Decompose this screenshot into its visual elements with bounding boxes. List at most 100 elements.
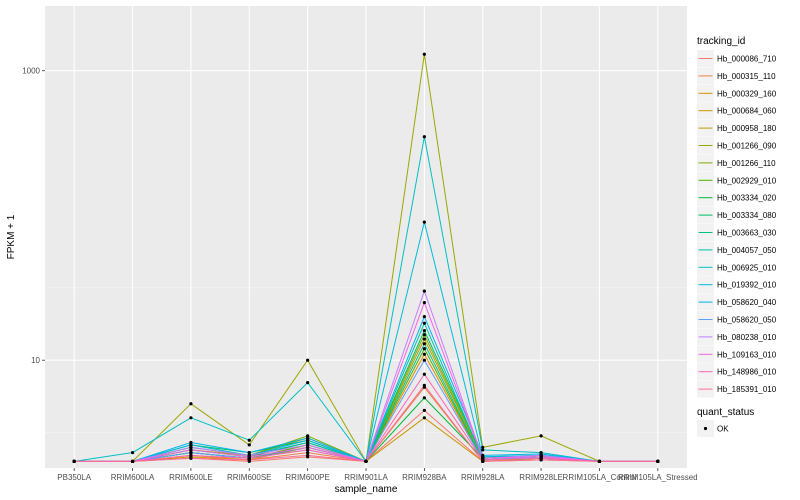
data-point: [306, 358, 310, 362]
legend-label: Hb_001266_090: [717, 142, 777, 151]
data-point: [481, 459, 485, 463]
data-point: [422, 289, 426, 293]
data-point: [656, 459, 660, 463]
legend-label: Hb_185391_010: [717, 385, 777, 394]
x-tick-label: RRIM600PE: [285, 473, 329, 482]
legend-label: Hb_109163_010: [717, 350, 777, 359]
x-axis: PB350LA RRIM600LA RRIM600LE RRIM600SE RRIM60…: [57, 468, 698, 482]
x-tick-label: RRIM600LE: [169, 473, 213, 482]
data-point: [130, 450, 135, 455]
legend-label: Hb_003663_030: [717, 229, 777, 238]
legend-label: Hb_000329_160: [717, 89, 777, 98]
data-point: [422, 135, 426, 139]
data-point: [306, 438, 310, 442]
data-point: [539, 434, 543, 438]
data-point: [130, 459, 135, 463]
legend-label: Hb_058620_040: [717, 298, 777, 307]
data-point: [189, 453, 193, 457]
data-point: [247, 450, 251, 455]
data-point: [422, 333, 426, 337]
legend-label: Hb_002929_010: [717, 176, 777, 185]
data-point: [189, 443, 193, 447]
data-point: [422, 342, 426, 346]
data-point: [189, 448, 193, 452]
x-tick-label: RRIM928BA: [402, 473, 447, 482]
x-tick-label: RRIM105LA_Control: [563, 473, 637, 482]
grid-lines: [45, 6, 687, 468]
legend-label: Hb_058620_050: [717, 316, 777, 325]
data-point: [422, 220, 426, 224]
y-axis: 10 1000: [22, 67, 45, 365]
data-point: [422, 352, 426, 356]
legend-label: Hb_001266_110: [717, 159, 776, 168]
data-point: [422, 321, 426, 325]
x-tick-label: RRIM600LA: [111, 473, 155, 482]
x-tick-label: RRIM928LA: [461, 473, 505, 482]
data-point: [306, 381, 310, 385]
data-point: [189, 450, 193, 455]
legend-label: Hb_019392_010: [717, 281, 777, 290]
data-point: [189, 402, 193, 406]
legend2-ok-point: [703, 426, 708, 431]
data-point: [364, 459, 368, 463]
y-tick-label: 1000: [22, 67, 40, 76]
data-point: [422, 52, 426, 56]
data-point: [189, 456, 193, 460]
data-point: [247, 458, 251, 462]
legend-label: Hb_003334_020: [717, 194, 777, 203]
legend2-title: quant_status: [697, 407, 754, 418]
legend-label: Hb_000315_110: [717, 72, 776, 81]
data-point: [422, 329, 426, 333]
data-point: [306, 440, 310, 445]
legend2-label: OK: [717, 425, 729, 434]
data-point: [247, 443, 251, 447]
data-point: [422, 358, 426, 362]
data-point: [189, 445, 193, 449]
data-point: [72, 459, 76, 463]
legend-label: Hb_000086_710: [717, 55, 777, 64]
data-point: [422, 372, 426, 376]
data-point: [306, 445, 310, 449]
legend-items: Hb_000086_710 Hb_000315_110 Hb_000329_160 H…: [697, 50, 777, 398]
legend-label: Hb_006925_010: [717, 263, 777, 272]
data-point: [481, 448, 485, 452]
data-point: [481, 453, 485, 457]
legend-label: Hb_000684_060: [717, 107, 777, 116]
legend-label: Hb_003334_080: [717, 211, 777, 220]
data-point: [422, 337, 426, 341]
y-axis-title: FPKM + 1: [6, 214, 17, 259]
data-point: [422, 416, 426, 420]
data-point: [597, 459, 602, 463]
data-points: [72, 52, 660, 463]
data-point: [306, 448, 310, 452]
data-point: [306, 436, 310, 440]
x-tick-label: RRIM901LA: [344, 473, 388, 482]
x-tick-label: RRIM105LA_Stressed: [618, 473, 698, 482]
legend-label: Hb_004057_050: [717, 246, 777, 255]
legend-title: tracking_id: [697, 36, 745, 47]
data-point: [306, 450, 310, 455]
data-point: [422, 396, 426, 400]
x-tick-label: PB350LA: [57, 473, 91, 482]
data-point: [306, 453, 310, 457]
legend-label: Hb_148986_010: [717, 368, 777, 377]
x-tick-label: RRIM928LE: [519, 473, 563, 482]
data-point: [422, 315, 426, 319]
data-point: [422, 301, 426, 305]
data-point: [481, 445, 485, 449]
data-point: [247, 438, 251, 442]
legend-label: Hb_080238_010: [717, 333, 777, 342]
x-axis-title: sample_name: [335, 484, 398, 495]
data-point: [189, 440, 193, 445]
x-tick-label: RRIM600SE: [227, 473, 271, 482]
data-point: [539, 458, 543, 462]
data-point: [189, 416, 193, 420]
legend: tracking_id Hb_000086_710Hb_000315_110Hb…: [697, 36, 777, 437]
data-point: [422, 408, 426, 412]
legend-label: Hb_000958_180: [717, 124, 777, 133]
data-point: [306, 443, 310, 447]
y-tick-label: 10: [31, 356, 40, 365]
data-point: [422, 347, 426, 351]
data-point: [422, 383, 426, 387]
